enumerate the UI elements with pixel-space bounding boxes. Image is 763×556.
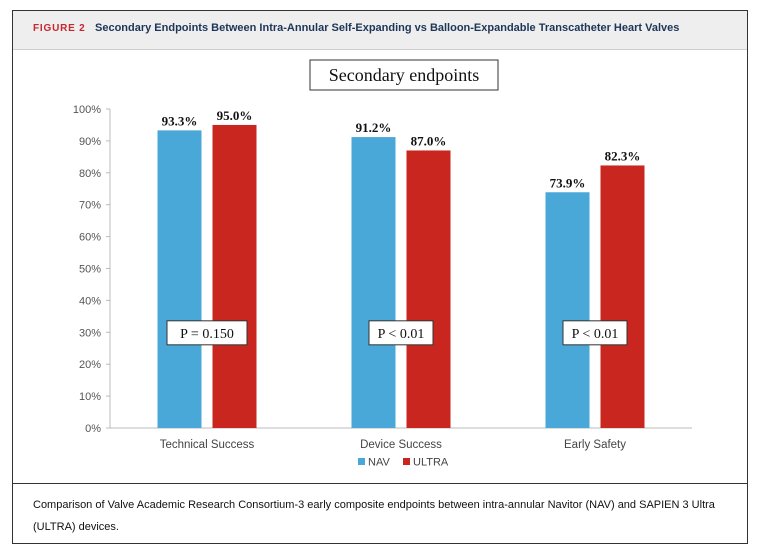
y-tick-label: 10% bbox=[79, 391, 101, 403]
y-tick-label: 30% bbox=[79, 327, 101, 339]
y-tick-label: 100% bbox=[73, 104, 101, 116]
x-tick-label: Early Safety bbox=[564, 439, 626, 451]
legend-label: ULTRA bbox=[413, 457, 449, 469]
figure-label: FIGURE 2 bbox=[33, 23, 86, 34]
data-label: 93.3% bbox=[162, 113, 198, 128]
data-label: 91.2% bbox=[356, 120, 392, 135]
p-value-box bbox=[368, 320, 434, 346]
bar-ultra bbox=[212, 124, 257, 428]
y-tick-label: 90% bbox=[79, 136, 101, 148]
p-value-label: P < 0.01 bbox=[378, 327, 425, 342]
bar-ultra bbox=[406, 150, 451, 428]
figure-frame: FIGURE 2 Secondary Endpoints Between Int… bbox=[12, 10, 748, 544]
data-labels: 93.3% 95.0% 91.2% 87.0% 73.9% 82.3% bbox=[162, 108, 641, 190]
p-value-box bbox=[562, 320, 628, 346]
caption-divider bbox=[13, 483, 747, 484]
figure-header: FIGURE 2 Secondary Endpoints Between Int… bbox=[13, 11, 747, 50]
legend-label: NAV bbox=[368, 457, 390, 469]
bar-nav bbox=[157, 130, 202, 429]
bar-nav bbox=[545, 192, 590, 428]
y-tick-label: 50% bbox=[79, 264, 101, 276]
figure-title: Secondary Endpoints Between Intra-Annula… bbox=[95, 22, 680, 34]
data-label: 95.0% bbox=[217, 108, 253, 123]
y-axis: 0% 10% 20% 30% 40% 50% 60% 70% 80% 90% 100% bbox=[73, 104, 110, 435]
p-value-box bbox=[166, 320, 248, 346]
y-tick-label: 20% bbox=[79, 359, 101, 371]
legend-swatch-nav bbox=[358, 458, 365, 465]
bar-nav bbox=[351, 137, 396, 428]
category-labels: Technical Success Device Success Early Saf… bbox=[160, 439, 627, 451]
data-label: 73.9% bbox=[550, 175, 586, 190]
bars bbox=[157, 124, 645, 429]
legend: NAV ULTRA bbox=[358, 457, 449, 469]
data-label: 82.3% bbox=[605, 148, 641, 163]
y-tick-label: 0% bbox=[85, 423, 101, 435]
data-label: 87.0% bbox=[411, 133, 447, 148]
y-tick-label: 60% bbox=[79, 232, 101, 244]
x-tick-label: Technical Success bbox=[160, 439, 255, 451]
bar-ultra bbox=[600, 165, 645, 428]
figure-caption: Comparison of Valve Academic Research Co… bbox=[33, 499, 715, 533]
x-tick-label: Device Success bbox=[360, 439, 442, 451]
chart-title: Secondary endpoints bbox=[329, 65, 479, 85]
legend-swatch-ultra bbox=[403, 458, 410, 465]
y-tick-label: 40% bbox=[79, 295, 101, 307]
p-value-label: P = 0.150 bbox=[180, 327, 234, 342]
p-value-boxes: P = 0.150 P < 0.01 P < 0.01 bbox=[166, 320, 628, 346]
chart-title-box bbox=[309, 59, 499, 91]
y-tick-label: 70% bbox=[79, 200, 101, 212]
y-tick-label: 80% bbox=[79, 168, 101, 180]
p-value-label: P < 0.01 bbox=[572, 327, 619, 342]
